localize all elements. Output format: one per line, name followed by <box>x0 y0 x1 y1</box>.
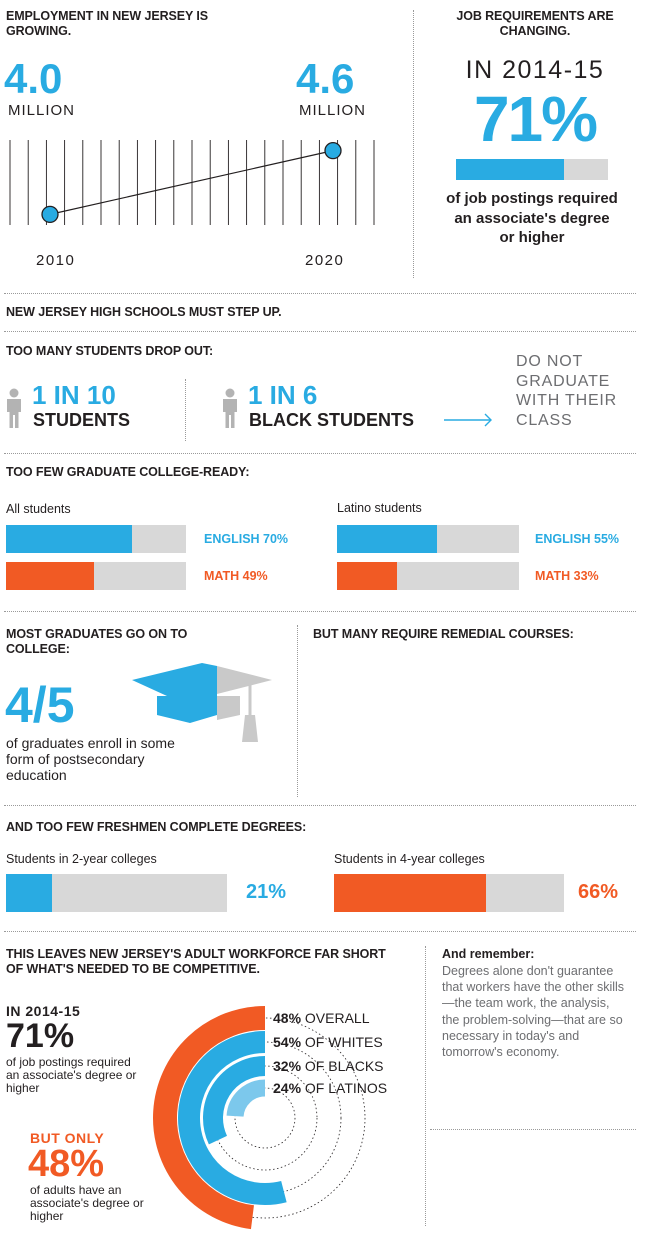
employment-title: EMPLOYMENT IN NEW JERSEY IS GROWING. <box>6 9 208 38</box>
employment-year-ticks <box>9 140 375 225</box>
radial-label: 54% OF WHITES <box>273 1034 383 1050</box>
english-bar-fill <box>337 525 438 553</box>
completion-bar-fill <box>334 874 486 912</box>
completion-bar <box>334 874 564 912</box>
dropout-title: TOO MANY STUDENTS DROP OUT: <box>6 344 214 358</box>
radial-label: 48% OVERALL <box>273 1010 370 1026</box>
requirements-progress-bar <box>456 159 608 180</box>
requirements-progress-fill <box>456 159 564 180</box>
employment-trend-line <box>49 150 334 215</box>
math-bar <box>337 562 519 590</box>
group-name: Students in 4-year colleges <box>334 852 485 866</box>
radial-label: 32% OF BLACKS <box>273 1058 384 1074</box>
dropout-stat1-ratio: 1 IN 10 <box>32 380 116 410</box>
adult-caption: of adults have an associate's degree or … <box>30 1183 144 1223</box>
employment-point-2010 <box>41 205 59 224</box>
radial-guide <box>188 1041 342 1195</box>
workforce-caption: of job postings required an associate's … <box>6 1055 137 1095</box>
completion-label: 21% <box>246 881 287 903</box>
english-bar <box>337 525 519 553</box>
divider <box>4 453 636 454</box>
radial-arc <box>153 1006 266 1230</box>
radial-label: 24% OF LATINOS <box>273 1080 387 1096</box>
employment-end-year: 2020 <box>305 252 345 269</box>
divider <box>413 10 414 278</box>
dropout-stat2-label: BLACK STUDENTS <box>249 410 414 430</box>
person-icon <box>223 388 237 428</box>
graduation-cap-icon <box>132 663 272 742</box>
divider <box>425 946 426 1226</box>
requirements-period: IN 2014-15 <box>465 56 605 84</box>
person-icon <box>7 388 21 428</box>
radial-arcs <box>153 1006 287 1230</box>
dropout-stat2-ratio: 1 IN 6 <box>248 380 318 410</box>
group-name: All students <box>6 502 71 516</box>
employment-start-unit: MILLION <box>8 102 76 119</box>
requirements-percent: 71% <box>473 83 598 155</box>
divider <box>4 331 636 332</box>
completion-label: 66% <box>578 881 619 903</box>
completion-bar <box>6 874 227 912</box>
radial-arc <box>226 1079 266 1118</box>
but-only-label: BUT ONLY <box>30 1130 105 1146</box>
divider <box>185 379 186 441</box>
college-going-title: MOST GRADUATES GO ON TO COLLEGE: <box>6 627 188 656</box>
college-ready-title: TOO FEW GRADUATE COLLEGE-READY: <box>6 465 250 479</box>
math-bar-fill <box>6 562 95 590</box>
radial-arc <box>178 1031 287 1205</box>
attainment-radial-chart: 48% OVERALL 54% OF WHITES 32% OF BLACKS 24%… <box>153 1006 387 1230</box>
employment-point-2020 <box>324 141 342 160</box>
math-bar-fill <box>337 562 398 590</box>
employment-start-year: 2010 <box>36 252 76 269</box>
employment-line-chart <box>9 140 375 225</box>
workforce-period: IN 2014-15 <box>6 1003 81 1019</box>
remember-title: And remember: <box>442 947 535 961</box>
step-up-heading: NEW JERSEY HIGH SCHOOLS MUST STEP UP. <box>6 305 282 319</box>
workforce-percent: 71% <box>6 1017 75 1055</box>
english-bar-fill <box>6 525 132 553</box>
english-label: ENGLISH 55% <box>535 532 620 546</box>
math-label: MATH 49% <box>204 569 268 583</box>
adult-percent: 48% <box>28 1143 105 1185</box>
english-bar <box>6 525 186 553</box>
remember-body: Degrees alone don't guarantee that worke… <box>442 964 625 1060</box>
remedial-title: BUT MANY REQUIRE REMEDIAL COURSES: <box>313 627 574 641</box>
dropout-stat1-label: STUDENTS <box>33 410 131 430</box>
divider <box>4 293 636 294</box>
requirements-title: JOB REQUIREMENTS ARE CHANGING. <box>456 9 614 38</box>
dropout-outcome: DO NOT GRADUATE WITH THEIR CLASS <box>516 353 618 429</box>
employment-start-value: 4.0 <box>4 55 63 102</box>
english-label: ENGLISH 70% <box>204 532 289 546</box>
math-label: MATH 33% <box>535 569 599 583</box>
arrow-right-icon <box>444 413 492 427</box>
radial-arc <box>203 1056 266 1145</box>
employment-end-unit: MILLION <box>299 102 367 119</box>
divider <box>297 625 298 797</box>
radial-labels: 48% OVERALL 54% OF WHITES 32% OF BLACKS 24%… <box>273 1010 387 1096</box>
divider <box>430 1129 636 1130</box>
group-name: Students in 2-year colleges <box>6 852 157 866</box>
requirements-caption: of job postings required an associate's … <box>446 190 618 246</box>
divider <box>4 805 636 806</box>
college-going-caption: of graduates enroll in some form of post… <box>6 735 175 783</box>
employment-end-value: 4.6 <box>296 55 355 102</box>
workforce-title: THIS LEAVES NEW JERSEY'S ADULT WORKFORCE… <box>6 947 386 976</box>
divider <box>4 611 636 612</box>
radial-guide <box>164 1017 366 1219</box>
completion-title: AND TOO FEW FRESHMEN COMPLETE DEGREES: <box>6 820 307 834</box>
college-going-fraction: 4/5 <box>5 677 75 733</box>
math-bar <box>6 562 186 590</box>
divider <box>4 931 636 932</box>
completion-bar-fill <box>6 874 53 912</box>
group-name: Latino students <box>337 501 422 515</box>
